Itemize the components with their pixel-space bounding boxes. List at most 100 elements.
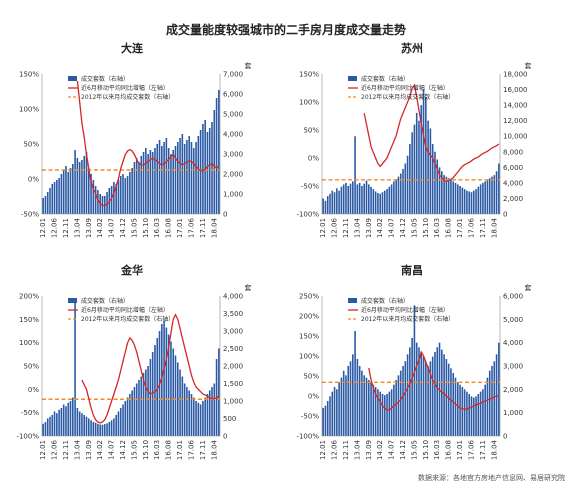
bar [149, 150, 152, 214]
bar [475, 396, 477, 436]
bar [199, 130, 202, 214]
left-tick-label: 50% [303, 373, 319, 381]
bar [443, 175, 445, 214]
bar [83, 156, 86, 214]
bar [358, 182, 361, 214]
left-tick-label: 0% [308, 155, 319, 163]
bar [202, 401, 204, 436]
bar [404, 163, 407, 214]
bar [53, 182, 56, 214]
bar [106, 192, 108, 214]
legend-label-average: 2012年以来月均成交套数（右轴） [361, 93, 454, 101]
bar [110, 420, 113, 436]
bar [94, 422, 97, 436]
bar [172, 348, 175, 436]
bar [170, 154, 172, 214]
x-tick-label: 15.10 [142, 440, 150, 460]
bar [183, 383, 186, 436]
bar [126, 176, 129, 214]
x-tick-label: 16.03 [153, 218, 161, 238]
bar [176, 142, 179, 214]
series-line [363, 83, 500, 183]
bar [390, 389, 393, 436]
bar [479, 184, 482, 214]
chart-panel-2: 金华 200% 150% 100% 50% 0% -50% -100% 4,000 3,500 3,… [16, 263, 251, 460]
bar [393, 181, 395, 214]
bar [406, 155, 409, 214]
right-unit-label: 套 [525, 283, 532, 292]
bar [176, 362, 179, 436]
bar [425, 97, 427, 214]
bar [470, 192, 473, 214]
legend-swatch-bars [348, 76, 357, 81]
bar [126, 397, 129, 436]
bar [379, 193, 381, 214]
bar [486, 179, 489, 214]
bar [131, 168, 133, 214]
x-tick-label: 12.01 [39, 440, 47, 460]
bar [174, 355, 177, 436]
bar [108, 422, 111, 436]
bar [472, 190, 475, 214]
bar [381, 394, 384, 436]
bar [101, 424, 104, 436]
x-tick-label: 15.10 [422, 218, 430, 238]
left-tick-label: -100% [16, 433, 39, 441]
bar [326, 401, 329, 436]
bar [420, 352, 423, 436]
bar [338, 382, 340, 436]
bar [213, 110, 216, 214]
x-tick-label: 15.05 [130, 218, 138, 238]
bar [131, 390, 133, 436]
bar [142, 373, 145, 436]
right-tick-label: 500 [223, 415, 236, 423]
bar [135, 158, 138, 214]
left-tick-label: 0% [308, 393, 319, 401]
left-tick-label: 0% [28, 176, 39, 184]
right-tick-label: 1,000 [223, 191, 243, 199]
bar [147, 366, 149, 436]
bar [69, 168, 72, 214]
bar [188, 390, 190, 436]
bar [46, 418, 49, 436]
bar [445, 176, 448, 214]
bar [179, 369, 181, 436]
left-tick-label: 50% [303, 127, 319, 135]
x-tick-label: 13.04 [353, 217, 361, 238]
bar [418, 120, 420, 214]
x-tick-label: 12.06 [51, 218, 59, 239]
x-tick-label: 15.05 [410, 218, 418, 238]
left-tick-label: 50% [23, 141, 39, 149]
bar [76, 408, 79, 436]
bar [379, 391, 381, 436]
x-tick-label: 14.02 [376, 218, 384, 238]
bar [450, 368, 452, 436]
bar [358, 366, 361, 436]
bar [434, 151, 436, 214]
bar [90, 174, 92, 214]
bar [186, 387, 188, 436]
bar [138, 380, 140, 436]
bar [374, 387, 377, 436]
bar [195, 401, 197, 436]
bar [338, 190, 340, 214]
bar [388, 186, 391, 214]
bar [363, 183, 366, 214]
bar [427, 366, 429, 436]
bar [386, 394, 388, 436]
x-tick-label: 16.08 [445, 218, 453, 238]
x-tick-label: 14.12 [119, 218, 127, 238]
x-tick-label: 17.11 [199, 440, 207, 460]
bar [434, 352, 436, 436]
bar [377, 193, 379, 214]
bar [72, 397, 74, 436]
right-tick-label: 2,000 [223, 363, 243, 371]
bar [461, 187, 464, 214]
x-tick-label: 14.07 [388, 440, 396, 460]
bar [425, 361, 427, 436]
bar [397, 375, 400, 436]
bar [204, 120, 206, 214]
right-tick-label: 8,000 [503, 148, 523, 156]
right-unit-label: 套 [525, 61, 532, 70]
left-tick-label: 0% [28, 386, 39, 394]
